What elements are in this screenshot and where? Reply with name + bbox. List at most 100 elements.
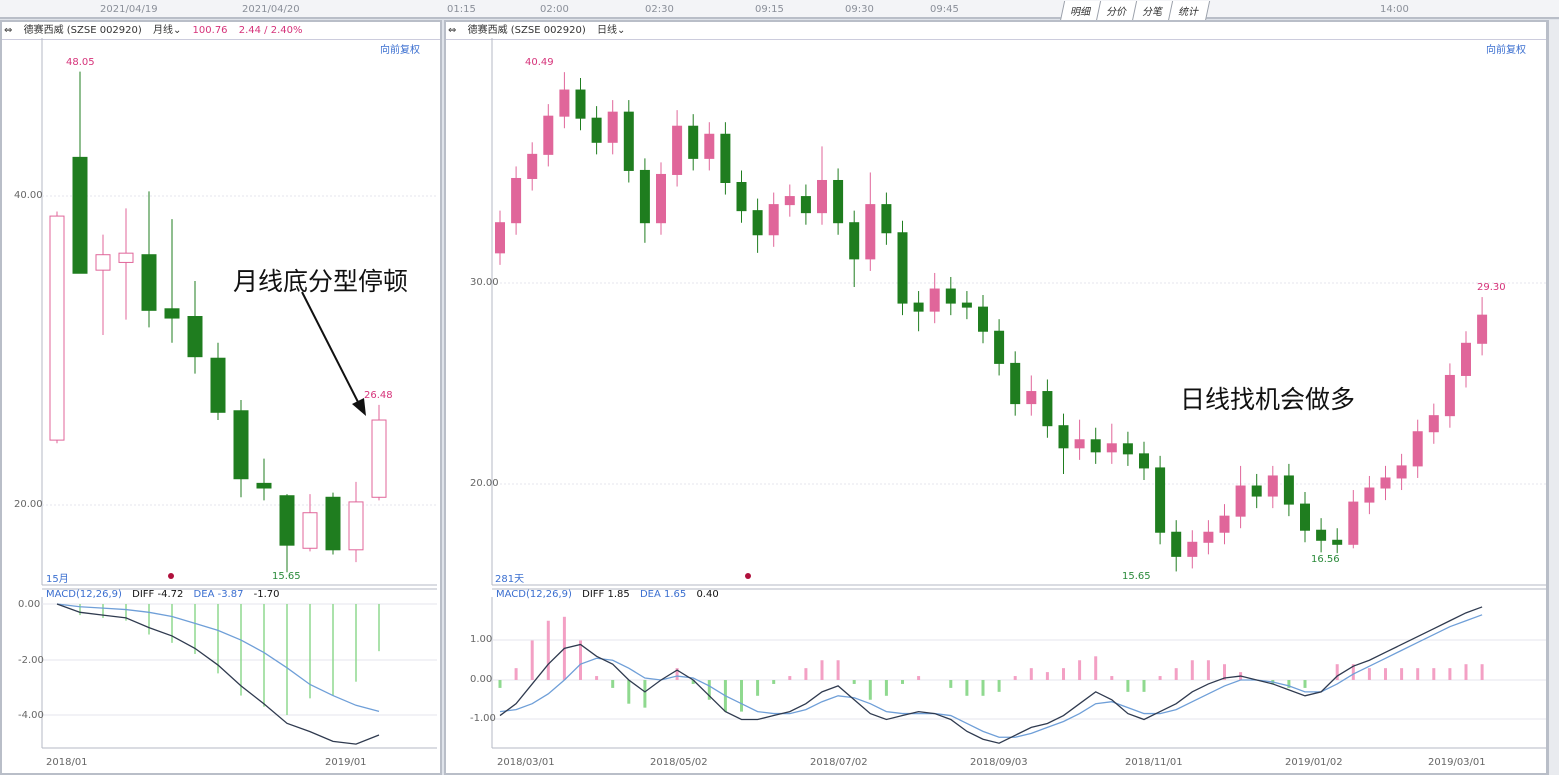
candle-up (1267, 475, 1278, 497)
candle-down (913, 302, 924, 312)
time-label: 02:30 (645, 4, 674, 15)
candle-down (279, 495, 295, 546)
candle-down (881, 204, 892, 234)
x-tick-label: 2019/01/02 (1285, 757, 1343, 768)
candle-up (672, 125, 683, 175)
link-icon[interactable]: ⇔ (448, 25, 457, 36)
stock-name: 德赛西威 (SZSE 002920) (23, 25, 142, 36)
candle-down (961, 302, 972, 308)
macd-y-tick: 1.00 (470, 634, 493, 645)
macd-y-tick: -2.00 (18, 655, 44, 666)
candle-down (639, 169, 650, 224)
x-tick-label: 2018/05/02 (650, 757, 708, 768)
x-tick-label: 2018/09/03 (970, 757, 1028, 768)
x-tick-label: 2018/07/02 (810, 757, 868, 768)
candle-up (543, 115, 554, 155)
annotation-arrow (301, 291, 359, 403)
candle-up (1477, 314, 1488, 344)
low-label: 15.65 (1122, 571, 1151, 582)
candle-down (945, 288, 956, 304)
diff-value: DIFF -4.72 (132, 589, 184, 600)
period-selector[interactable]: 月线 (152, 25, 173, 36)
time-label: 09:45 (930, 4, 959, 15)
candle-up (511, 177, 522, 224)
candle-up (1412, 431, 1423, 467)
chevron-down-icon[interactable]: ⌄ (172, 25, 182, 36)
scrollbar[interactable] (1548, 20, 1559, 775)
candle-up (607, 111, 618, 143)
x-tick-label: 2018/11/01 (1125, 757, 1183, 768)
candle-down (1139, 453, 1149, 469)
candle-up (768, 204, 779, 236)
candle-down (1058, 425, 1069, 449)
candle-up (1074, 439, 1085, 449)
candle-down (1122, 443, 1133, 455)
candle-up (1203, 531, 1214, 543)
chevron-down-icon[interactable]: ⌄ (616, 25, 626, 36)
candle-up (495, 222, 505, 254)
candle-up (1461, 342, 1471, 376)
date-label: 2021/04/20 (242, 4, 300, 15)
annotation-text: 月线底分型停顿 (233, 267, 409, 296)
candle-up (1026, 391, 1037, 405)
candle-down (1042, 391, 1053, 427)
macd-value: -1.70 (253, 589, 280, 600)
macd-indicator-selector[interactable]: MACD(12,26,9) (496, 589, 572, 600)
macd-y-tick: -4.00 (18, 710, 44, 721)
candle-down (688, 125, 699, 159)
macd-indicator-selector[interactable]: MACD(12,26,9) (46, 589, 122, 600)
bar-count: 15月 (46, 574, 69, 585)
candle-up (49, 215, 65, 441)
high-label: 40.49 (525, 57, 554, 68)
high-label: 48.05 (66, 57, 95, 68)
candle-up (348, 501, 364, 551)
candle-up (784, 196, 795, 206)
period-selector[interactable]: 日线 (596, 25, 617, 36)
time-label: 02:00 (540, 4, 569, 15)
candle-up (1380, 477, 1391, 489)
candle-down (897, 232, 908, 304)
annotation-text: 日线找机会做多 (1180, 385, 1356, 414)
dea-value: DEA 1.65 (639, 589, 687, 600)
y-tick-label: 20.00 (470, 478, 499, 489)
last-price: 100.76 (192, 25, 228, 36)
dea-value: DEA -3.87 (193, 589, 244, 600)
candle-up (1106, 443, 1117, 453)
low-label: 15.65 (272, 571, 301, 582)
candle-up (302, 512, 318, 549)
time-label: 01:15 (447, 4, 476, 15)
adjust-toggle[interactable]: 向前复权 (380, 45, 420, 56)
candle-up (1428, 415, 1439, 433)
macd-header: MACD(12,26,9) DIFF -4.72 DEA -3.87 -1.70 (46, 589, 287, 600)
price-change: 2.44 / 2.40% (238, 25, 303, 36)
candle-down (591, 117, 602, 143)
macd-value: 0.40 (696, 589, 719, 600)
candle-down (141, 254, 157, 311)
time-label: 09:15 (755, 4, 784, 15)
dea-line (56, 603, 380, 713)
time-label: 09:30 (845, 4, 874, 15)
candle-down (256, 482, 272, 489)
candle-down (752, 210, 763, 236)
low-label: 16.56 (1311, 554, 1340, 565)
candle-down (623, 111, 634, 171)
x-tick-label: 2019/03/01 (1428, 757, 1486, 768)
candle-up (1444, 374, 1455, 417)
candle-up (1219, 515, 1230, 533)
y-tick-label: 30.00 (470, 277, 499, 288)
previous-panels-strip: 2021/04/19 2021/04/20 01:15 02:00 02:30 … (0, 0, 1559, 21)
x-tick-label: 2018/03/01 (497, 757, 555, 768)
candle-up (704, 133, 715, 159)
candle-down (1332, 539, 1343, 545)
link-icon[interactable]: ⇔ (4, 25, 13, 36)
event-marker (745, 573, 751, 579)
macd-y-tick: -1.00 (470, 713, 496, 724)
monthly-header: ⇔ 德赛西威 (SZSE 002920) 月线⌄ 100.76 2.44 / 2… (2, 22, 440, 40)
candle-up (1187, 541, 1198, 557)
candle-down (833, 179, 844, 224)
high-label: 29.30 (1477, 282, 1506, 293)
diff-value: DIFF 1.85 (582, 589, 630, 600)
candle-down (1283, 475, 1294, 505)
adjust-toggle[interactable]: 向前复权 (1486, 45, 1526, 56)
